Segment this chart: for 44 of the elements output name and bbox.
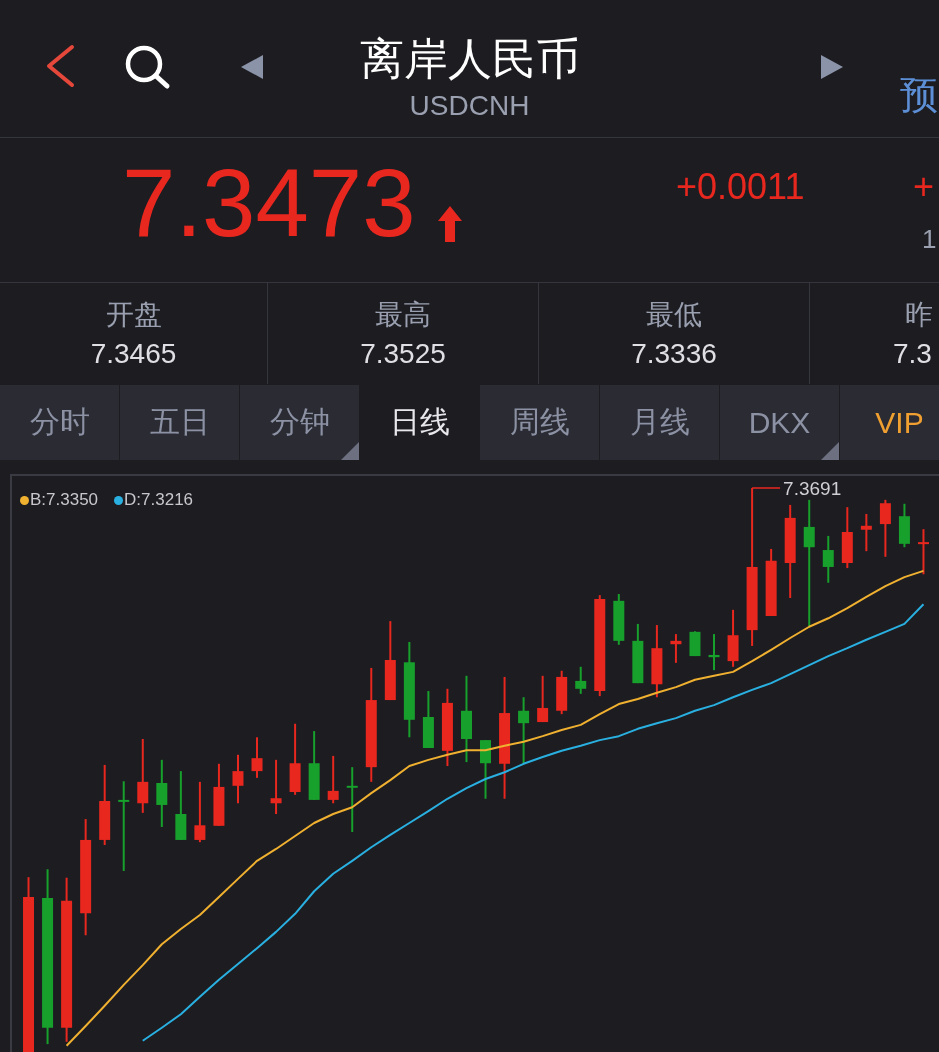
text: 开盘 [104, 298, 163, 332]
candlestick [518, 696, 530, 765]
candlestick [860, 512, 872, 553]
candlestick [270, 758, 282, 815]
text: 月线 [629, 404, 690, 440]
text: 昨 [905, 298, 933, 332]
candlestick [327, 754, 339, 805]
candlestick [879, 498, 891, 558]
text: 分时 [29, 404, 90, 440]
text: 分钟 [269, 404, 330, 440]
candlestick [156, 758, 168, 828]
text: VIP [875, 405, 924, 440]
text: 最低 [645, 298, 703, 332]
candlestick [194, 780, 206, 844]
text: + [913, 166, 935, 208]
candlestick [917, 528, 929, 576]
candlestick [575, 665, 587, 695]
chart-subtitle: USDCNH [409, 90, 530, 121]
text: 7.3 [893, 338, 932, 370]
candlestick [803, 498, 815, 628]
legend-label: D:7.3216 [124, 490, 194, 509]
annotation: 7.3691 [783, 478, 842, 500]
text: 1 [922, 224, 937, 255]
text: 预 [900, 73, 938, 118]
candlestick [118, 780, 130, 872]
legend-label: B:7.3350 [30, 490, 99, 509]
chart-title: 离岸人民币 [359, 34, 580, 83]
candlestick [346, 766, 358, 834]
text: 7.3465 [89, 338, 178, 370]
text: 7.3473 [122, 148, 416, 258]
candlestick [822, 534, 834, 584]
candlestick [251, 736, 263, 779]
text: 7.3336 [630, 338, 718, 370]
text: DKX [748, 405, 811, 440]
text: 五日 [149, 404, 210, 440]
candlestick [232, 753, 244, 805]
text: 日线 [389, 404, 450, 440]
text: 周线 [509, 404, 570, 440]
candlestick [480, 739, 492, 800]
text: +0.0011 [676, 166, 805, 208]
text: 7.3525 [359, 338, 447, 370]
candlestick [137, 737, 149, 814]
text: 最高 [374, 298, 432, 332]
candlestick [537, 674, 549, 724]
